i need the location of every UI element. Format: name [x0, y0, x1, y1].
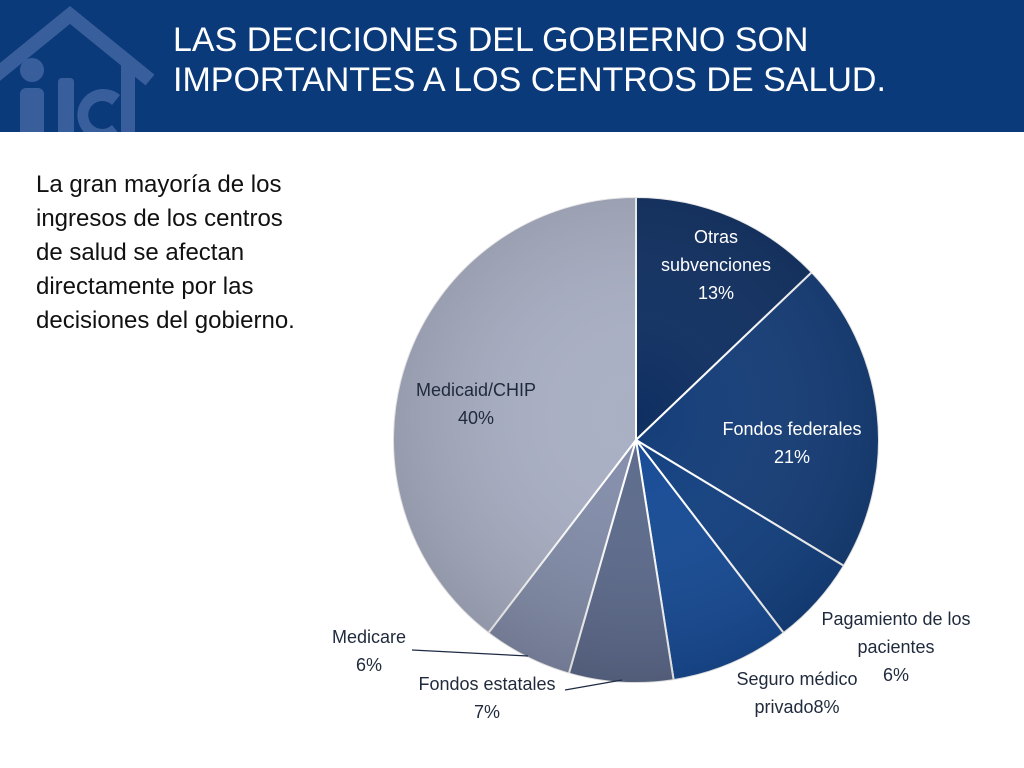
- pie-value-label: 6%: [883, 665, 909, 685]
- slide-body-text: La gran mayoría de los ingresos de los c…: [36, 168, 356, 338]
- pie-category-label: Medicare: [332, 627, 406, 647]
- pie-category-label: Seguro médico: [736, 669, 857, 689]
- pie-label-pagamiento-de-los-pacientes: Pagamiento de los pacientes 6%: [821, 609, 970, 685]
- pie-value-label: 7%: [474, 702, 500, 722]
- pie-category-label: privado8%: [754, 697, 839, 717]
- body-line: ingresos de los centros: [36, 205, 283, 232]
- body-line: La gran mayoría de los: [36, 171, 282, 198]
- pie-slices: [392, 195, 880, 684]
- pie-category-label: Fondos federales: [722, 419, 861, 439]
- pie-category-label: Medicaid/CHIP: [416, 380, 536, 400]
- house-logo-icon: [0, 5, 155, 132]
- pie-value-label: 13%: [698, 283, 734, 303]
- pie-category-label: Pagamiento de los: [821, 609, 970, 629]
- pie-value-label: 6%: [356, 655, 382, 675]
- pie-category-label: Otras: [694, 227, 738, 247]
- pie-leader-line-medicare: [411, 649, 529, 657]
- pie-category-label: Fondos estatales: [418, 674, 555, 694]
- pie-label-medicaid-chip: Medicaid/CHIP 40%: [416, 380, 536, 428]
- pie-label-medicare: Medicare 6%: [332, 627, 406, 675]
- slide-title: LAS DECICIONES DEL GOBIERNO SON IMPORTAN…: [173, 20, 1003, 100]
- pie-label-seguro-medico-privado8: Seguro médico privado8%: [736, 669, 857, 717]
- pie-category-label: subvenciones: [661, 255, 771, 275]
- slide-title-line-2: IMPORTANTES A LOS CENTROS DE SALUD.: [173, 61, 886, 99]
- pie-labels: Otras subvenciones 13% Fondos federales 21% P…: [332, 227, 971, 722]
- pie-leader-line-fondos-estatales: [564, 679, 623, 691]
- body-line: decisiones del gobierno.: [36, 307, 295, 334]
- pie-value-label: 40%: [458, 408, 494, 428]
- slide-title-line-1: LAS DECICIONES DEL GOBIERNO SON: [173, 21, 809, 59]
- pie-category-label: pacientes: [857, 637, 934, 657]
- body-line: de salud se afectan: [36, 239, 245, 266]
- pie-value-label: 21%: [774, 447, 810, 467]
- pie-label-fondos-estatales: Fondos estatales 7%: [418, 674, 555, 722]
- body-line: directamente por las: [36, 273, 254, 300]
- pie-label-fondos-federales: Fondos federales 21%: [722, 419, 861, 467]
- slide-header: LAS DECICIONES DEL GOBIERNO SON IMPORTAN…: [0, 0, 1024, 132]
- pie-leader-lines: [411, 649, 623, 691]
- revenue-pie-chart: Otras subvenciones 13% Fondos federales 21% P…: [332, 195, 971, 722]
- pie-label-otras-subvenciones: Otras subvenciones 13%: [661, 227, 771, 303]
